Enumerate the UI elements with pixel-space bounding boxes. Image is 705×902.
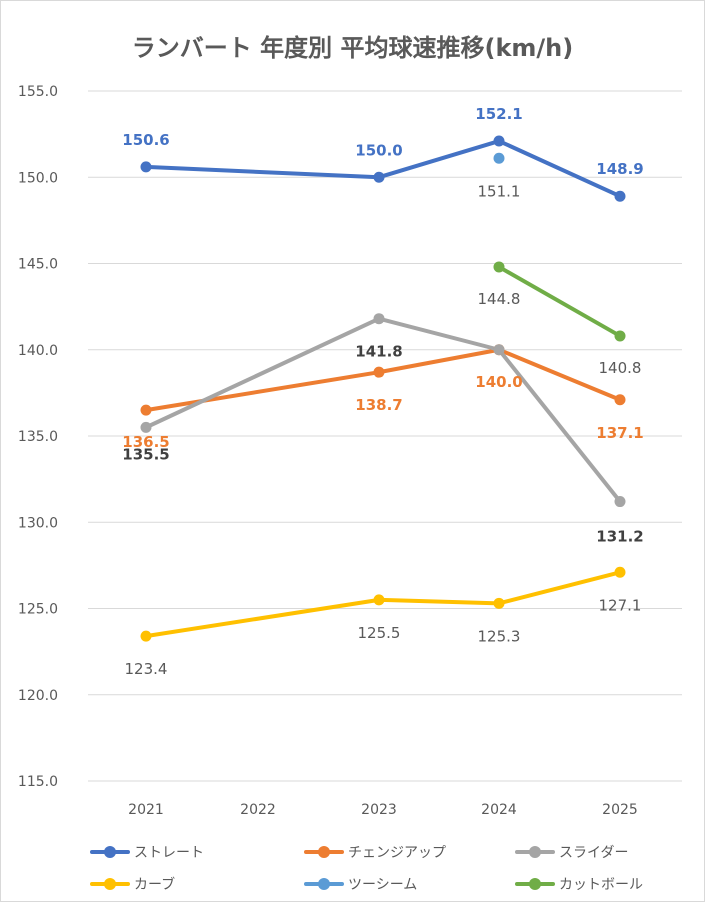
- data-point: [140, 630, 152, 642]
- data-label: 148.9: [596, 160, 643, 178]
- data-label: 140.8: [599, 359, 642, 377]
- y-tick-label: 125.0: [18, 602, 58, 618]
- data-point: [493, 135, 505, 147]
- y-tick-label: 140.0: [18, 343, 58, 359]
- y-tick-label: 115.0: [18, 774, 58, 790]
- data-label: 138.7: [355, 396, 402, 414]
- series-line-3: [144, 570, 622, 639]
- data-point: [140, 421, 152, 433]
- data-label: 141.8: [355, 343, 402, 361]
- data-label: 135.5: [122, 445, 169, 463]
- data-point: [493, 344, 505, 356]
- series-line-0: [144, 139, 622, 199]
- data-label: 150.6: [122, 131, 169, 149]
- data-point: [373, 171, 385, 183]
- series-line-1: [144, 347, 622, 413]
- series-line-5: [497, 264, 622, 338]
- data-label: 136.5: [122, 433, 169, 451]
- y-tick-label: 120.0: [18, 688, 58, 704]
- x-tick-label: 2023: [361, 802, 397, 818]
- chart-title: ランバート 年度別 平均球速推移(km/h): [131, 34, 574, 62]
- data-label: 150.0: [355, 141, 402, 159]
- data-point: [140, 404, 152, 416]
- y-tick-label: 150.0: [18, 170, 58, 186]
- data-point: [373, 594, 385, 606]
- series-line-2: [144, 316, 622, 504]
- data-label: 144.8: [478, 290, 521, 308]
- data-point: [493, 152, 505, 164]
- x-tick-label: 2024: [481, 802, 517, 818]
- data-point: [614, 566, 626, 578]
- y-tick-label: 155.0: [18, 84, 58, 100]
- data-label: 151.1: [478, 182, 521, 200]
- data-label: 125.5: [358, 624, 401, 642]
- data-label: 152.1: [475, 105, 522, 123]
- data-label: 123.4: [125, 660, 168, 678]
- x-tick-label: 2025: [602, 802, 638, 818]
- x-tick-label: 2022: [240, 802, 276, 818]
- data-point: [614, 190, 626, 202]
- data-label: 125.3: [478, 627, 521, 645]
- y-tick-label: 145.0: [18, 257, 58, 273]
- data-point: [614, 496, 626, 508]
- data-label: 131.2: [596, 528, 643, 546]
- data-point: [493, 261, 505, 273]
- data-point: [493, 597, 505, 609]
- x-tick-label: 2021: [128, 802, 164, 818]
- data-label: 127.1: [599, 596, 642, 614]
- data-label: 137.1: [596, 424, 643, 442]
- y-tick-label: 130.0: [18, 515, 58, 531]
- data-point: [140, 161, 152, 173]
- y-tick-label: 135.0: [18, 429, 58, 445]
- data-point: [373, 313, 385, 325]
- data-point: [614, 394, 626, 406]
- data-label: 140.0: [475, 373, 522, 391]
- data-point: [614, 330, 626, 342]
- data-point: [373, 366, 385, 378]
